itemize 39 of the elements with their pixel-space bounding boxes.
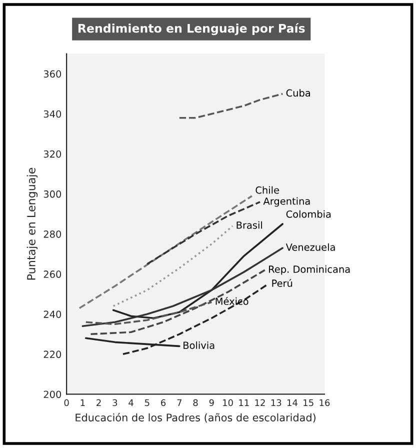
chart-title: Rendimiento en Lenguaje por País bbox=[78, 23, 305, 36]
y-tick-label: 340 bbox=[44, 110, 62, 118]
x-tick-label: 0 bbox=[64, 399, 69, 406]
x-tick-label: 2 bbox=[96, 399, 101, 406]
y-tick-label: 200 bbox=[44, 390, 62, 398]
x-tick-label: 4 bbox=[128, 399, 134, 406]
series-label: Brasil bbox=[236, 221, 262, 229]
series-label: Colombia bbox=[286, 210, 331, 218]
series-label: Venezuela bbox=[286, 243, 335, 251]
x-axis-title: Educación de los Padres (años de escolaridad) bbox=[76, 412, 316, 423]
y-tick-label: 320 bbox=[44, 150, 62, 158]
x-tick-label: 13 bbox=[271, 399, 282, 406]
x-tick-label: 11 bbox=[239, 399, 249, 406]
series-label: Argentina bbox=[263, 197, 310, 207]
y-tick-label: 280 bbox=[44, 230, 62, 238]
series-label: Rep. Dominicana bbox=[269, 265, 350, 275]
series-label: Chile bbox=[256, 186, 279, 194]
y-tick-label: 220 bbox=[44, 350, 62, 358]
x-tick-label: 3 bbox=[112, 399, 118, 406]
x-tick-label: 8 bbox=[193, 399, 198, 406]
y-axis-title: Puntaje en Lenguaje bbox=[26, 168, 38, 280]
y-tick-label: 240 bbox=[44, 310, 62, 318]
x-tick-label: 10 bbox=[223, 399, 233, 406]
y-tick-label: 360 bbox=[44, 70, 62, 78]
x-tick-label: 12 bbox=[255, 399, 265, 406]
y-tick-label: 300 bbox=[44, 190, 62, 198]
x-tick-label: 14 bbox=[287, 399, 298, 406]
x-tick-label: 6 bbox=[161, 399, 166, 406]
series-label: México bbox=[216, 297, 248, 305]
x-tick-label: 1 bbox=[80, 399, 85, 406]
x-tick-label: 15 bbox=[304, 399, 314, 406]
series-label: Perú bbox=[272, 278, 292, 287]
y-tick-label: 260 bbox=[44, 270, 62, 278]
x-tick-label: 16 bbox=[320, 399, 330, 406]
x-tick-label: 5 bbox=[144, 399, 150, 406]
x-tick-label: 7 bbox=[177, 399, 182, 406]
x-tick-label: 9 bbox=[209, 399, 214, 406]
series-label: Cuba bbox=[286, 89, 310, 97]
series-label: Bolivia bbox=[184, 341, 214, 349]
